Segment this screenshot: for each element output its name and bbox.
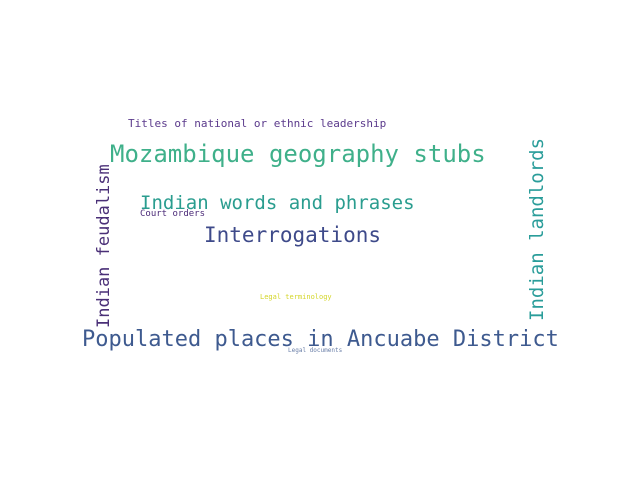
word-interrogations: Interrogations — [204, 223, 382, 247]
word-court-orders: Court orders — [140, 209, 206, 219]
word-indian-landlords: Indian landlords — [526, 137, 548, 321]
word-legal-documents: Legal documents — [288, 347, 343, 354]
word-populated-places-in-ancuabe-district: Populated places in Ancuabe District — [82, 327, 559, 352]
word-indian-feudalism: Indian feudalism — [94, 164, 114, 328]
word-titles-of-national-or-ethnic-leadership: Titles of national or ethnic leadership — [128, 117, 387, 130]
word-mozambique-geography-stubs: Mozambique geography stubs — [110, 140, 486, 168]
word-legal-terminology: Legal terminology — [260, 293, 332, 301]
word-indian-words-and-phrases: Indian words and phrases — [140, 192, 415, 214]
